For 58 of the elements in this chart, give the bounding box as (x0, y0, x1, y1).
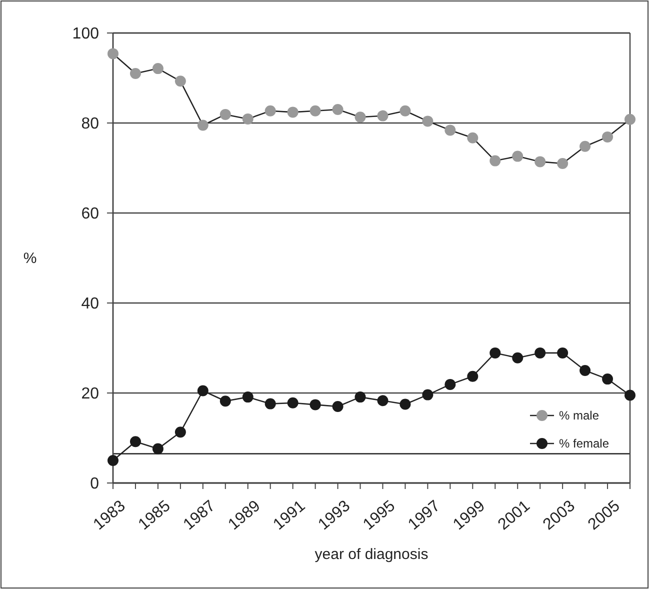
point (400, 398, 411, 410)
point (152, 63, 164, 74)
point (108, 48, 118, 60)
point (197, 385, 208, 396)
point (242, 113, 254, 124)
point (377, 110, 388, 122)
y-tick-label: 0 (90, 476, 100, 493)
point (130, 436, 141, 448)
point (197, 120, 208, 131)
x-axis-title: year of diagnosis (314, 546, 428, 563)
point (602, 131, 614, 142)
point (287, 397, 298, 408)
point (490, 347, 501, 358)
point (130, 68, 141, 79)
point (557, 347, 568, 358)
point (534, 156, 546, 168)
point (108, 455, 118, 466)
point (152, 443, 164, 454)
point (580, 365, 591, 376)
legend-label: % male (559, 408, 600, 423)
point (264, 105, 276, 116)
point (444, 124, 456, 136)
point (220, 396, 231, 407)
point (624, 114, 636, 125)
point (332, 104, 344, 115)
point (467, 370, 478, 382)
point (264, 398, 276, 410)
point (174, 76, 186, 87)
point (220, 108, 231, 120)
point (354, 392, 366, 403)
point (422, 116, 434, 127)
point (422, 389, 434, 400)
point (332, 401, 344, 412)
point (444, 378, 456, 390)
point (400, 105, 411, 116)
point (512, 150, 524, 162)
point (310, 105, 321, 116)
y-tick-label: 40 (81, 296, 100, 313)
point (534, 347, 546, 358)
point (242, 392, 254, 403)
point (467, 132, 478, 144)
y-tick-label: 20 (81, 386, 100, 403)
point (377, 395, 388, 406)
point (490, 155, 501, 166)
point (287, 106, 298, 118)
y-tick-label: 80 (81, 116, 100, 133)
y-tick-label: 100 (72, 26, 100, 43)
point (557, 158, 568, 169)
point (512, 352, 524, 364)
y-tick-label: 60 (81, 206, 100, 223)
point (602, 374, 614, 385)
point (580, 140, 591, 152)
point (624, 390, 636, 401)
legend-label: % female (559, 436, 610, 451)
y-axis-title: % (23, 250, 37, 267)
point (310, 399, 321, 410)
point (174, 426, 186, 438)
point (354, 112, 366, 123)
